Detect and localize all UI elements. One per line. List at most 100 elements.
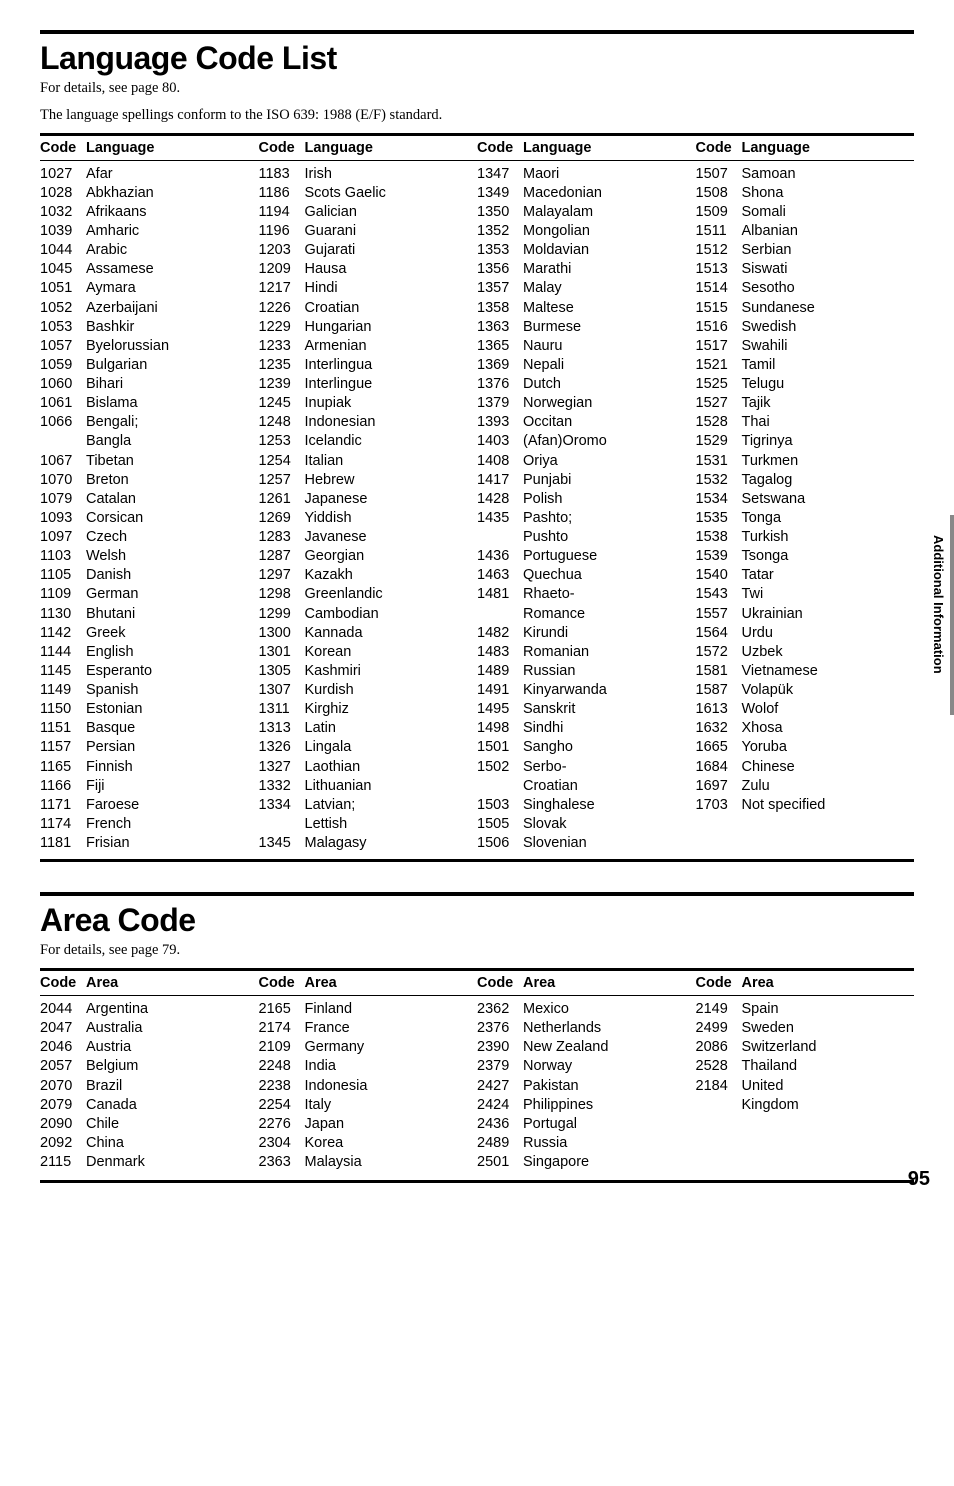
label-cell: Greek [86, 624, 259, 643]
code-cell: 1436 [477, 547, 523, 566]
table-row: 1516Swedish [696, 318, 915, 337]
code-cell: 1514 [696, 279, 742, 298]
code-cell: 2254 [259, 1096, 305, 1115]
code-cell: 1233 [259, 337, 305, 356]
code-cell: 1045 [40, 260, 86, 279]
table-row: 2184United [696, 1077, 915, 1096]
label-cell: Latin [305, 719, 478, 738]
label-cell: Setswana [742, 490, 915, 509]
label-cell: Punjabi [523, 471, 696, 490]
code-cell: 2184 [696, 1077, 742, 1096]
table-row: 1283Javanese [259, 528, 478, 547]
code-cell: 1495 [477, 700, 523, 719]
label-cell: Quechua [523, 566, 696, 585]
table-row: Croatian [477, 777, 696, 796]
label-cell: Zulu [742, 777, 915, 796]
code-cell: 1103 [40, 547, 86, 566]
table-row: 1233Armenian [259, 337, 478, 356]
label-cell: Denmark [86, 1153, 259, 1172]
code-cell: 1513 [696, 260, 742, 279]
code-cell: 1347 [477, 165, 523, 184]
table-row: 1226Croatian [259, 299, 478, 318]
code-cell: 1363 [477, 318, 523, 337]
table-row: 1149Spanish [40, 681, 259, 700]
label-cell: Somali [742, 203, 915, 222]
table-row: 1032Afrikaans [40, 203, 259, 222]
table-row: 1059Bulgarian [40, 356, 259, 375]
code-cell: 1032 [40, 203, 86, 222]
code-cell: 1327 [259, 758, 305, 777]
label-cell: Assamese [86, 260, 259, 279]
table-row: Bangla [40, 432, 259, 451]
table-column: 1183Irish1186Scots Gaelic1194Galician119… [259, 165, 478, 854]
code-cell: 1217 [259, 279, 305, 298]
table-row: 1511Albanian [696, 222, 915, 241]
label-cell: Twi [742, 585, 915, 604]
label-cell: Shona [742, 184, 915, 203]
label-cell: Kirundi [523, 624, 696, 643]
label-cell: Faroese [86, 796, 259, 815]
code-cell: 1051 [40, 279, 86, 298]
label-cell: Latvian; [305, 796, 478, 815]
table-row: 1109German [40, 585, 259, 604]
code-cell: 1613 [696, 700, 742, 719]
table-row: 1528Thai [696, 413, 915, 432]
label-cell: Afar [86, 165, 259, 184]
table-row: 2047Australia [40, 1019, 259, 1038]
code-cell: 1483 [477, 643, 523, 662]
label-cell: Mongolian [523, 222, 696, 241]
label-cell: Samoan [742, 165, 915, 184]
code-cell: 1239 [259, 375, 305, 394]
label-cell: Cambodian [305, 605, 478, 624]
code-cell: 2086 [696, 1038, 742, 1057]
code-cell: 1300 [259, 624, 305, 643]
code-cell: 1697 [696, 777, 742, 796]
code-cell: 1079 [40, 490, 86, 509]
label-cell: Brazil [86, 1077, 259, 1096]
label-cell: Thai [742, 413, 915, 432]
table-row: 1539Tsonga [696, 547, 915, 566]
code-cell: 1532 [696, 471, 742, 490]
code-cell: 1376 [477, 375, 523, 394]
table-row: 1061Bislama [40, 394, 259, 413]
table-row: 1428Polish [477, 490, 696, 509]
label-cell: Persian [86, 738, 259, 757]
table-row: 1515Sundanese [696, 299, 915, 318]
table-row: 2092China [40, 1134, 259, 1153]
code-cell: 1105 [40, 566, 86, 585]
label-cell: Tamil [742, 356, 915, 375]
table-row: 2276Japan [259, 1115, 478, 1134]
label-cell: Finland [305, 1000, 478, 1019]
label-cell: Serbian [742, 241, 915, 260]
table-row: 1393Occitan [477, 413, 696, 432]
code-cell: 1349 [477, 184, 523, 203]
label-cell: Malagasy [305, 834, 478, 853]
code-cell: 1301 [259, 643, 305, 662]
code-cell: 1509 [696, 203, 742, 222]
code-cell: 1039 [40, 222, 86, 241]
label-cell: Kingdom [742, 1096, 915, 1115]
table-row: 1053Bashkir [40, 318, 259, 337]
table-row: 1529Tigrinya [696, 432, 915, 451]
table-row: 1697Zulu [696, 777, 915, 796]
code-cell [259, 815, 305, 834]
label-cell: Argentina [86, 1000, 259, 1019]
table-row: 1513Siswati [696, 260, 915, 279]
table-row: 1151Basque [40, 719, 259, 738]
table-row: 1491Kinyarwanda [477, 681, 696, 700]
table-column: 1027Afar1028Abkhazian1032Afrikaans1039Am… [40, 165, 259, 854]
table-row: 1417Punjabi [477, 471, 696, 490]
label-cell: Lettish [305, 815, 478, 834]
code-cell: 1261 [259, 490, 305, 509]
code-cell: 1379 [477, 394, 523, 413]
table-row: 1587Volapük [696, 681, 915, 700]
table-row: 2304Korea [259, 1134, 478, 1153]
code-cell: 1408 [477, 452, 523, 471]
table-row: 1512Serbian [696, 241, 915, 260]
table-row: 1334Latvian; [259, 796, 478, 815]
code-cell: 1203 [259, 241, 305, 260]
label-cell: Romance [523, 605, 696, 624]
code-cell: 2363 [259, 1153, 305, 1172]
table-row: 1097Czech [40, 528, 259, 547]
code-cell: 1684 [696, 758, 742, 777]
